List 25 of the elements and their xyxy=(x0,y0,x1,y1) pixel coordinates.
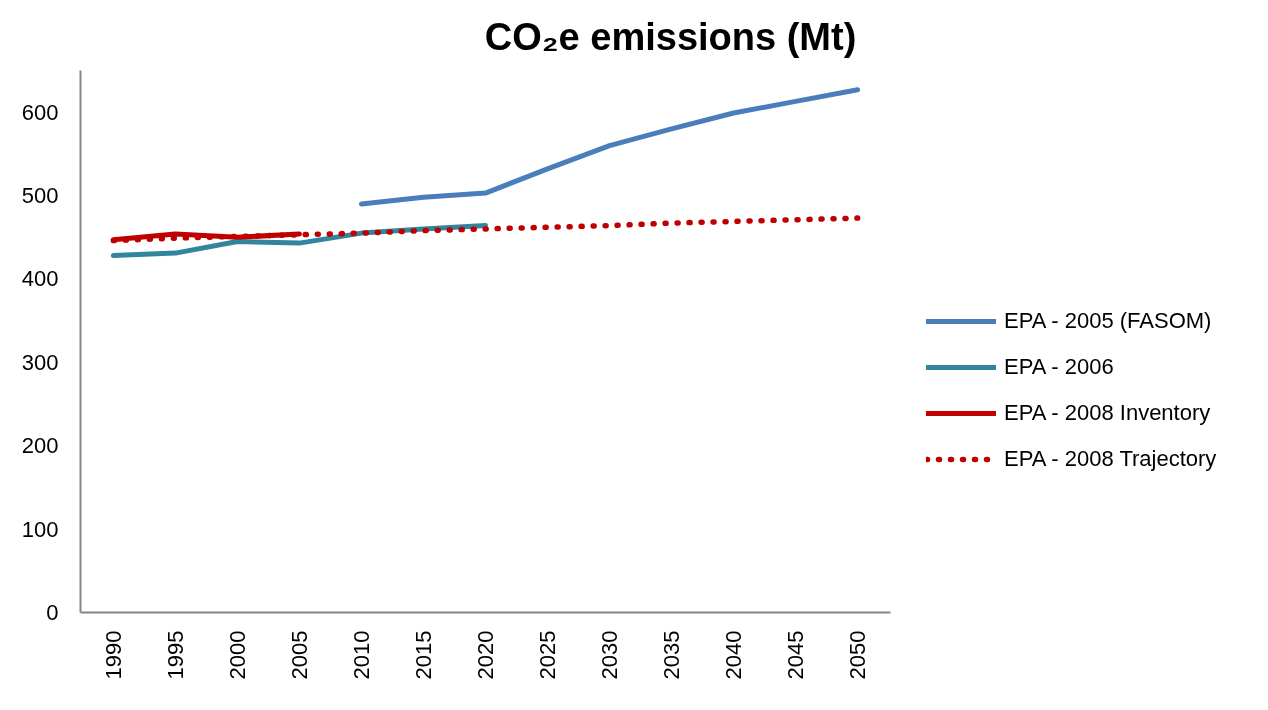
x-tick-label: 2000 xyxy=(224,630,250,680)
x-tick-label: 2010 xyxy=(348,630,374,680)
x-tick-label: 2025 xyxy=(535,630,561,680)
chart-title: CO₂e emissions (Mt) xyxy=(484,15,857,58)
x-tick-label: 2005 xyxy=(286,630,312,680)
x-tick-label: 2045 xyxy=(783,630,809,680)
y-tick-label: 0 xyxy=(46,600,59,625)
x-tick-label: 2015 xyxy=(410,630,436,680)
x-tick-label: 2020 xyxy=(473,630,498,680)
legend-label: EPA - 2008 Inventory xyxy=(1004,400,1211,426)
x-tick-label: 1995 xyxy=(162,630,188,680)
x-tick-label: 1990 xyxy=(100,630,126,680)
y-tick-label: 200 xyxy=(21,433,59,459)
y-tick-label: 100 xyxy=(21,516,59,542)
y-tick-label: 400 xyxy=(21,266,59,292)
x-tick-label: 2030 xyxy=(597,630,623,680)
legend-label: EPA - 2008 Trajectory xyxy=(1004,446,1217,472)
x-tick-label: 2050 xyxy=(845,630,871,680)
legend-label: EPA - 2006 xyxy=(1004,354,1114,380)
y-tick-label: 300 xyxy=(21,349,59,375)
legend-label: EPA - 2005 (FASOM) xyxy=(1004,308,1212,334)
y-tick-label: 500 xyxy=(21,183,59,209)
x-tick-label: 2040 xyxy=(721,630,747,680)
y-tick-label: 600 xyxy=(21,99,59,125)
x-tick-label: 2035 xyxy=(659,630,685,680)
